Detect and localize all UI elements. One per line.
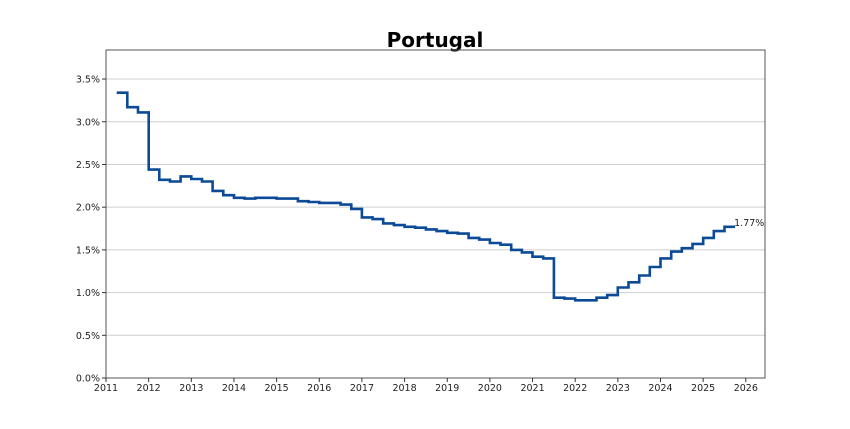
- x-tick-label: 2021: [520, 383, 544, 394]
- x-tick-label: 2016: [307, 383, 331, 394]
- plot-area: [105, 49, 766, 379]
- x-tick-label: 2024: [648, 383, 672, 394]
- y-tick-label: 3.0%: [76, 117, 100, 128]
- series-line-portugal: [116, 91, 736, 302]
- y-tick-label: 1.0%: [76, 288, 100, 299]
- x-tick-label: 2025: [691, 383, 715, 394]
- y-tick-label: 0.5%: [76, 331, 100, 342]
- end-value-label: 1.77%: [734, 218, 764, 229]
- y-tick-label: 2.0%: [76, 203, 100, 214]
- x-tick-label: 2022: [563, 383, 587, 394]
- y-tick-label: 1.5%: [76, 245, 100, 256]
- x-tick-label: 2015: [265, 383, 289, 394]
- x-tick-label: 2011: [94, 383, 118, 394]
- grid: [106, 78, 765, 336]
- x-tick-label: 2023: [606, 383, 630, 394]
- x-tick-label: 2020: [478, 383, 502, 394]
- x-tick-label: 2019: [435, 383, 459, 394]
- y-tick-label: 3.5%: [76, 75, 100, 86]
- y-tick-label: 2.5%: [76, 160, 100, 171]
- x-tick-label: 2013: [179, 383, 203, 394]
- x-tick-label: 2014: [222, 383, 246, 394]
- x-tick-label: 2012: [137, 383, 161, 394]
- y-axis: 0.0% 0.5% 1.0% 1.5% 2.0% 2.5% 3.0% 3.5%: [76, 75, 106, 385]
- chart-title: Portugal: [387, 28, 484, 52]
- x-axis: 2011 2012 2013 2014 2015 2016 2017 2018 2019 2020…: [94, 378, 758, 394]
- x-tick-label: 2026: [734, 383, 758, 394]
- x-tick-label: 2018: [392, 383, 416, 394]
- x-tick-label: 2017: [350, 383, 374, 394]
- y-tick-label: 0.0%: [76, 374, 100, 385]
